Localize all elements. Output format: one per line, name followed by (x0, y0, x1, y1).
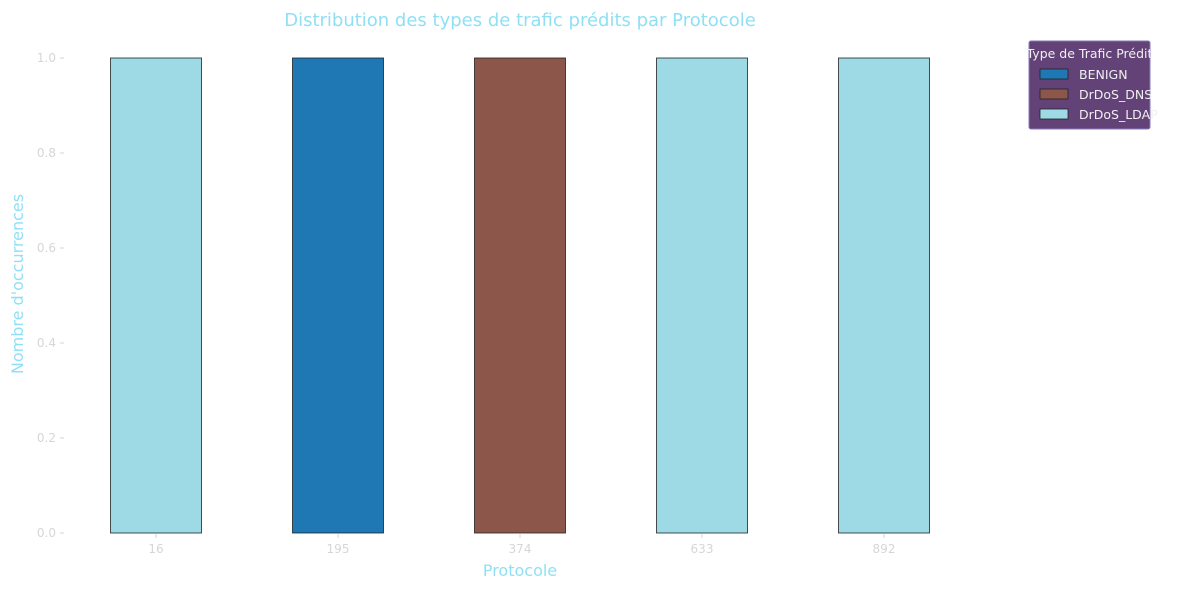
y-tick-label: 0.0 (37, 526, 56, 540)
legend-label-benign: BENIGN (1079, 67, 1128, 82)
bar-drdos-ldap-633 (656, 57, 748, 534)
chart-title: Distribution des types de trafic prédits… (284, 10, 756, 31)
legend-swatch-drdos-dns (1039, 88, 1069, 100)
x-tick-label: 16 (148, 542, 163, 556)
bar-drdos-ldap-892 (838, 57, 930, 534)
bar-drdos-ldap-16 (110, 57, 202, 534)
y-tick-label: 1.0 (37, 51, 56, 65)
x-axis-label: Protocole (483, 561, 557, 580)
legend-label-drdos-dns: DrDoS_DNS (1079, 87, 1152, 102)
bar-benign-195 (292, 57, 384, 534)
x-tick-label: 374 (509, 542, 532, 556)
x-axis: 16 195 374 633 892 (148, 534, 895, 556)
legend-swatch-benign (1039, 68, 1069, 80)
legend-swatch-drdos-ldap (1039, 108, 1069, 120)
x-tick-label: 195 (327, 542, 350, 556)
y-tick-label: 0.2 (37, 431, 56, 445)
y-axis-label: Nombre d'occurrences (8, 194, 27, 374)
x-tick-label: 633 (691, 542, 714, 556)
y-tick-label: 0.8 (37, 146, 56, 160)
y-tick-label: 0.4 (37, 336, 56, 350)
x-tick-label: 892 (873, 542, 896, 556)
legend: Type de Trafic Prédit BENIGN DrDoS_DNS DrD… (1026, 40, 1158, 130)
legend-box (1028, 40, 1151, 130)
legend-title: Type de Trafic Prédit (1026, 46, 1153, 61)
legend-label-drdos-ldap: DrDoS_LDAP (1079, 107, 1158, 122)
y-axis: 0.0 0.2 0.4 0.6 0.8 1.0 (37, 51, 64, 540)
bar-drdos-dns-374 (474, 57, 566, 534)
bars (110, 57, 930, 534)
y-tick-label: 0.6 (37, 241, 56, 255)
